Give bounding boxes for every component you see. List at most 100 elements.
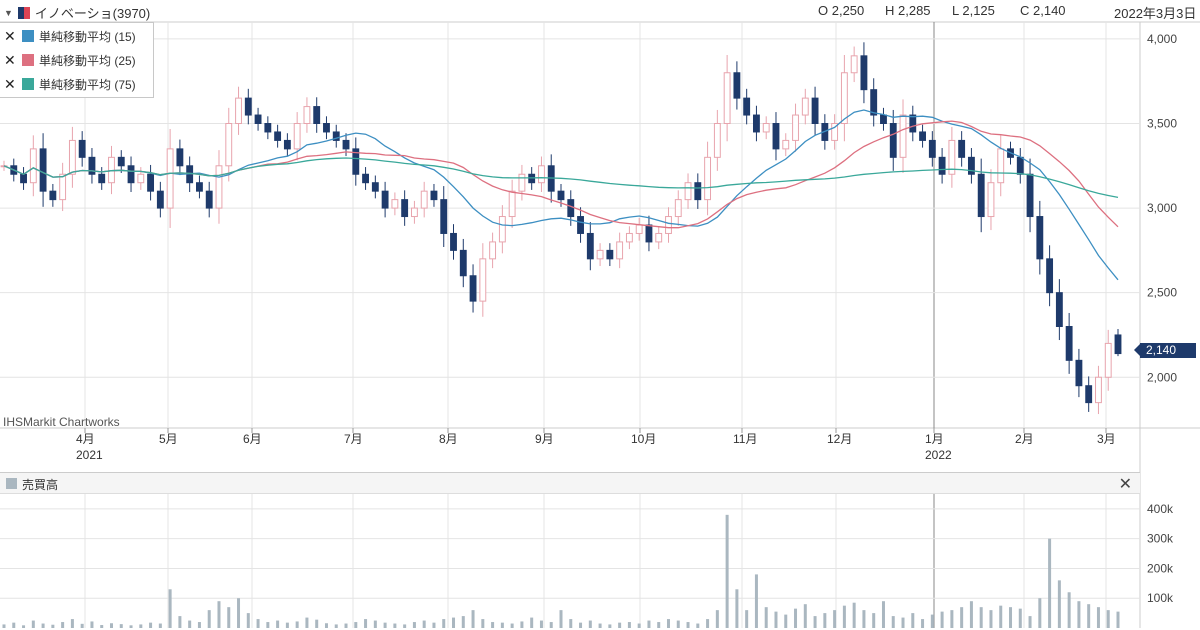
- candle-body: [1065, 326, 1073, 361]
- volume-bar: [315, 619, 319, 628]
- remove-ma75-close-icon[interactable]: ✕: [4, 75, 16, 92]
- y-tick-label: 2,500: [1147, 286, 1177, 300]
- candle-body: [381, 190, 389, 209]
- candle-body: [362, 173, 369, 184]
- candle-body: [753, 114, 760, 133]
- volume-bar: [627, 622, 631, 628]
- x-tick-label: 3月: [1097, 432, 1116, 446]
- volume-bar: [1106, 610, 1110, 628]
- ma25-swatch-icon: [22, 54, 34, 66]
- candle-body: [1026, 173, 1034, 218]
- volume-bar: [305, 617, 309, 628]
- volume-bar: [334, 624, 338, 628]
- candle-body: [801, 97, 809, 116]
- volume-bar: [217, 601, 221, 628]
- candle-body: [78, 139, 86, 158]
- candle-body: [655, 232, 663, 243]
- volume-bar: [119, 624, 123, 628]
- candle-body: [938, 156, 946, 175]
- volume-bar: [989, 610, 993, 628]
- candle-body: [215, 165, 223, 209]
- candle-body: [254, 114, 262, 124]
- close-value: C 2,140: [1020, 3, 1066, 18]
- volume-bar: [31, 620, 35, 628]
- volume-bar: [452, 617, 456, 628]
- volume-bar: [676, 620, 680, 628]
- candle-body: [1085, 385, 1093, 404]
- candle-body: [967, 156, 975, 175]
- candle-body: [606, 249, 614, 260]
- volume-bar: [862, 610, 866, 628]
- candle-body: [518, 173, 526, 192]
- x-tick-label: 1月: [925, 432, 944, 446]
- candle-body: [733, 72, 741, 99]
- volume-bar: [520, 621, 524, 628]
- x-tick-label: 11月: [733, 432, 757, 446]
- remove-ma15-close-icon[interactable]: ✕: [4, 27, 16, 44]
- volume-bar: [823, 613, 827, 628]
- volume-tick-label: 400k: [1147, 502, 1174, 516]
- remove-ma25-close-icon[interactable]: ✕: [4, 51, 16, 68]
- volume-bar: [950, 610, 954, 628]
- candle-body: [782, 139, 790, 150]
- volume-bar: [872, 613, 876, 628]
- volume-bar: [598, 623, 602, 628]
- candle-body: [293, 123, 301, 150]
- candle-body: [391, 199, 399, 209]
- volume-bar: [373, 620, 377, 628]
- candle-body: [596, 249, 604, 260]
- volume-bar: [227, 607, 231, 628]
- candle-body: [1114, 334, 1122, 355]
- x-tick-label: 5月: [159, 432, 178, 446]
- candle-body: [508, 190, 516, 218]
- volume-bar: [735, 589, 739, 628]
- candle-body: [450, 232, 457, 251]
- volume-bar: [1077, 601, 1081, 628]
- candle-body: [137, 173, 145, 184]
- indicator-legend: ✕ 単純移動平均 (15) ✕ 単純移動平均 (25) ✕ 単純移動平均 (75…: [0, 22, 154, 98]
- volume-panel-label: 売買高: [22, 478, 59, 492]
- candle-body: [176, 148, 184, 167]
- candle-body: [928, 139, 936, 158]
- volume-bar: [833, 610, 837, 628]
- candle-body: [332, 131, 340, 141]
- x-tick-label: 4月: [76, 432, 95, 446]
- candle-body: [1046, 258, 1054, 294]
- candle-body: [225, 123, 233, 167]
- candle-body: [313, 106, 321, 125]
- volume-bar: [754, 574, 758, 628]
- candle-body: [352, 148, 360, 175]
- volume-bar: [539, 620, 543, 628]
- candle-body: [489, 241, 497, 260]
- candle-body: [840, 72, 848, 124]
- volume-bar: [461, 616, 465, 628]
- y-tick-label: 3,000: [1147, 201, 1177, 215]
- volume-bar: [647, 620, 651, 628]
- volume-bar: [999, 605, 1003, 628]
- symbol-name: イノベーショ(3970): [34, 6, 151, 21]
- symbol-title[interactable]: ▼ イノベーショ(3970): [4, 3, 150, 22]
- candle-body: [244, 97, 252, 116]
- volume-bar: [2, 624, 6, 628]
- legend-label-ma75: 単純移動平均 (75): [39, 77, 136, 92]
- x-tick-label: 6月: [243, 432, 262, 446]
- close-volume-panel-close-icon[interactable]: ✕: [1118, 476, 1132, 493]
- legend-item-ma75: ✕ 単純移動平均 (75): [4, 75, 136, 93]
- top-bar: ▼ イノベーショ(3970) O 2,250 H 2,285 L 2,125 C…: [0, 0, 1200, 22]
- candle-body: [977, 173, 985, 218]
- legend-item-ma25: ✕ 単純移動平均 (25): [4, 51, 136, 69]
- volume-bar: [109, 623, 113, 628]
- candle-body: [156, 190, 164, 209]
- dropdown-triangle-icon[interactable]: ▼: [4, 7, 13, 18]
- volume-bar: [608, 624, 612, 628]
- volume-bar: [774, 611, 778, 628]
- volume-bar: [491, 622, 495, 628]
- candle-body: [342, 139, 350, 150]
- volume-bar: [706, 619, 710, 628]
- candle-body: [117, 156, 125, 167]
- volume-bar: [579, 622, 583, 628]
- candle-body: [440, 199, 448, 234]
- candle-body: [274, 131, 282, 141]
- symbol-color-swatch-icon: [17, 6, 30, 19]
